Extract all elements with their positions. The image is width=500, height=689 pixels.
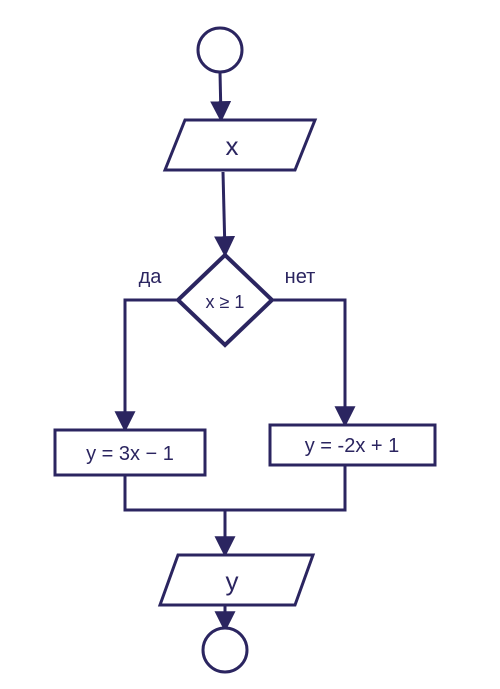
end-node (203, 628, 247, 672)
output-label: y (226, 566, 239, 596)
edge-input-cond (223, 172, 225, 253)
edge-merge-output (125, 465, 345, 553)
decision-label: x ≥ 1 (206, 292, 245, 312)
input-node (165, 120, 315, 170)
input-label: x (226, 131, 239, 161)
edge-cond-yes (125, 300, 180, 428)
edge-cond-no (270, 300, 345, 423)
edge-start-input (220, 72, 221, 118)
branch-label-yes: да (139, 266, 163, 288)
branch-label-no: нет (285, 266, 316, 288)
start-node (198, 28, 242, 72)
process-yes-label: y = 3x − 1 (86, 443, 174, 465)
process-no-label: y = -2x + 1 (305, 435, 400, 457)
